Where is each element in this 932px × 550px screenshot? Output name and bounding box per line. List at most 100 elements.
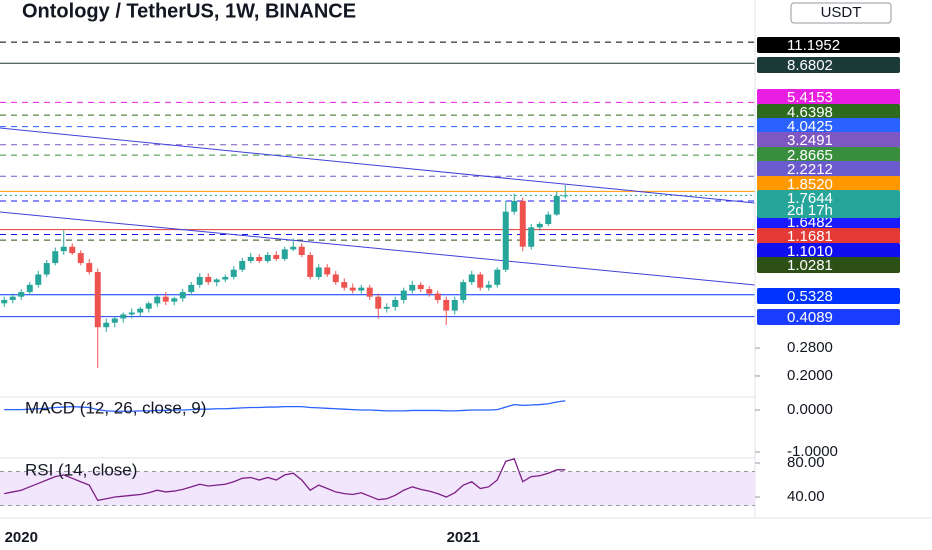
candle-body — [179, 292, 186, 299]
y-tick-label: 80.00 — [787, 454, 825, 471]
candle-body — [443, 299, 450, 311]
candle-body — [26, 284, 33, 293]
y-tick-label: 0.2800 — [787, 339, 833, 356]
price-levels — [0, 41, 755, 318]
candle-body — [392, 299, 399, 307]
candle-body — [247, 256, 254, 261]
price-tag-label: 11.1952 — [787, 37, 840, 54]
candle-body — [162, 296, 169, 302]
candle-body — [298, 246, 305, 255]
candle-body — [409, 284, 416, 291]
price-tag-label: 2.8665 — [787, 147, 833, 164]
candles — [1, 184, 569, 369]
candle-body — [502, 211, 509, 270]
x-tick-label: 2021 — [447, 529, 480, 546]
price-tag — [757, 309, 900, 325]
price-tag — [757, 243, 900, 259]
price-tag — [757, 288, 900, 304]
y-tick-label: 40.00 — [787, 488, 825, 505]
countdown-label: 2d 17h — [787, 202, 833, 219]
price-tag-label: 1.0281 — [787, 257, 833, 274]
candle-body — [281, 249, 288, 259]
price-tag-label: 4.6398 — [787, 104, 833, 121]
price-tag — [757, 228, 900, 244]
y-tick-label: -1.0000 — [787, 443, 838, 460]
price-tag-label: 2.2212 — [787, 161, 833, 178]
candle-body — [315, 267, 322, 277]
candle-body — [460, 282, 467, 300]
candle-body — [18, 292, 25, 297]
candle-body — [60, 246, 67, 252]
candle-body — [528, 227, 535, 247]
price-tag — [757, 147, 900, 163]
candle-body — [239, 260, 246, 270]
candle-body — [451, 299, 458, 311]
candle-body — [290, 246, 297, 250]
candle-body — [519, 200, 526, 247]
candle-body — [485, 284, 492, 288]
price-tag — [757, 176, 900, 192]
price-tag-label: 0.5328 — [787, 288, 833, 305]
candle-body — [562, 195, 569, 197]
candle-body — [77, 253, 84, 264]
candle-body — [222, 276, 229, 280]
candle-body — [69, 246, 76, 254]
candle-body — [375, 296, 382, 309]
price-tag-label: 4.0425 — [787, 118, 833, 135]
candle-body — [349, 287, 356, 291]
candle-body — [94, 272, 101, 328]
candle-body — [468, 274, 475, 283]
x-tick-label: 2020 — [5, 529, 38, 546]
candle-body — [494, 269, 501, 285]
price-tag — [757, 37, 900, 53]
candle-body — [545, 214, 552, 224]
rsi-line — [4, 457, 566, 502]
candle-body — [128, 312, 135, 315]
candle-body — [511, 200, 518, 212]
price-tag — [757, 132, 900, 148]
candle-body — [120, 314, 127, 319]
candle-body — [434, 293, 441, 300]
rsi-title: RSI (14, close) — [25, 460, 137, 479]
price-tag — [757, 104, 900, 120]
price-tag-label: 8.6802 — [787, 57, 833, 74]
candle-body — [52, 251, 59, 264]
candle-body — [341, 282, 348, 288]
currency-label[interactable]: USDT — [821, 4, 862, 21]
candle-body — [213, 279, 220, 283]
candle-body — [426, 289, 433, 294]
candle-body — [9, 296, 16, 300]
candle-body — [1, 299, 8, 304]
price-tag — [757, 89, 900, 105]
trend-line — [0, 211, 756, 286]
price-tag — [757, 57, 900, 73]
last-price-label: 1.7644 — [787, 190, 833, 207]
candle-body — [137, 308, 144, 313]
price-tag-label: 5.4153 — [787, 89, 833, 106]
macd-title: MACD (12, 26, close, 9) — [25, 398, 206, 417]
rsi-pane — [0, 457, 755, 507]
candle-body — [86, 263, 93, 273]
price-tag-label: 0.4089 — [787, 309, 833, 326]
chart-title: Ontology / TetherUS, 1W, BINANCE — [22, 0, 356, 22]
candle-body — [111, 318, 118, 323]
candle-body — [417, 284, 424, 290]
candle-body — [332, 274, 339, 283]
candle-body — [103, 322, 110, 328]
candle-body — [307, 254, 314, 277]
candle-body — [230, 269, 237, 277]
candle-body — [383, 306, 390, 309]
candle-body — [358, 287, 365, 291]
candle-body — [171, 298, 178, 302]
y-tick-label: 0.0000 — [787, 401, 833, 418]
currency-button[interactable] — [790, 2, 892, 24]
price-tag — [757, 257, 900, 273]
candle-body — [188, 284, 195, 293]
candle-body — [205, 276, 212, 283]
candle-body — [324, 267, 331, 275]
price-tag — [757, 118, 900, 134]
candle-body — [477, 274, 484, 288]
candle-body — [536, 223, 543, 228]
price-tag-label: 1.1010 — [787, 243, 833, 260]
